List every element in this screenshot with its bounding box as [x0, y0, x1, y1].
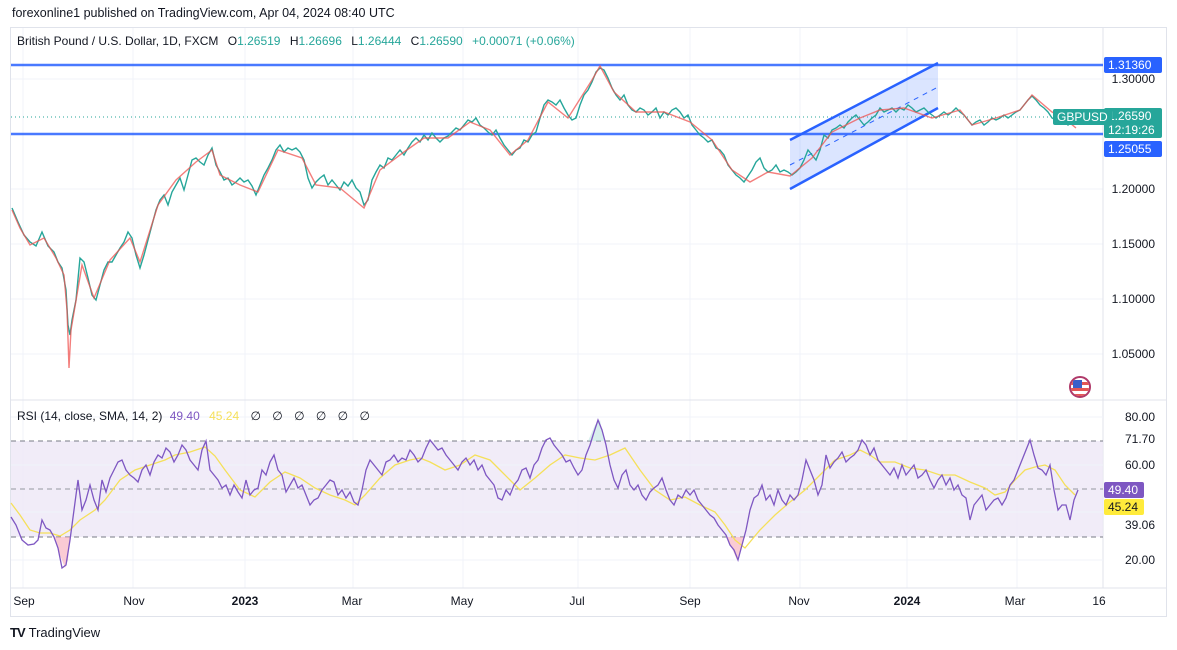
rsi-value-tag: 49.40 [1104, 482, 1144, 498]
high-value: 1.26696 [298, 34, 342, 48]
change-value: +0.00071 (+0.06%) [472, 34, 575, 48]
rsi-tick: 71.70 [1124, 432, 1155, 446]
null-glyph: ∅ [315, 409, 327, 423]
rsi-sma-value-tag: 45.24 [1104, 499, 1144, 515]
symbol-legend: British Pound / U.S. Dollar, 1D, FXCM O1… [17, 34, 575, 48]
low-value: 1.26444 [357, 34, 402, 48]
price-tick: 1.20000 [1111, 182, 1155, 196]
time-tick: Mar [1004, 594, 1026, 608]
time-tick: Sep [679, 594, 701, 608]
chart-frame [10, 27, 1167, 617]
last-price-tag: 1.26590 12:19:26 [1104, 108, 1162, 138]
rsi-legend-value: 49.40 [169, 409, 200, 423]
rsi-sma-legend-value: 45.24 [209, 409, 240, 423]
rsi-legend: RSI (14, close, SMA, 14, 2) 49.40 45.24 … [17, 409, 370, 423]
time-tick: May [450, 594, 474, 608]
time-tick: Nov [788, 594, 810, 608]
symbol-title[interactable]: British Pound / U.S. Dollar, 1D, FXCM [17, 34, 219, 48]
null-glyph: ∅ [337, 409, 349, 423]
channel-upper-line [789, 61, 939, 142]
rsi-tick: 80.00 [1124, 410, 1155, 424]
null-glyph: ∅ [294, 409, 305, 423]
time-tick: 2023 [231, 594, 259, 608]
open-label: O [227, 34, 238, 48]
rsi-oversold-fill-2 [726, 537, 744, 560]
close-value: 1.26590 [419, 34, 463, 48]
high-label: H [289, 34, 299, 48]
low-label: L [351, 34, 358, 48]
rsi-tick: 60.00 [1124, 458, 1155, 472]
rsi-tick: 20.00 [1124, 553, 1155, 567]
tradingview-logo-icon: TV [10, 625, 26, 640]
time-tick: 2024 [893, 594, 921, 608]
rsi-tick: 39.06 [1124, 518, 1155, 532]
time-tick: Sep [13, 594, 35, 608]
support-price-tag: 1.25055 [1104, 141, 1162, 157]
time-tick: Mar [341, 594, 363, 608]
price-tick: 1.10000 [1111, 292, 1155, 306]
bar-countdown: 12:19:26 [1108, 123, 1155, 137]
null-glyph: ∅ [359, 409, 370, 423]
time-tick: Jul [569, 594, 585, 608]
symbol-tag: GBPUSD [1053, 109, 1112, 125]
channel-lower-line [789, 106, 939, 191]
null-glyph: ∅ [250, 409, 261, 423]
tradingview-logo[interactable]: TV TradingView [10, 625, 100, 640]
price-tick: 1.15000 [1111, 237, 1155, 251]
close-label: C [410, 34, 420, 48]
channel-mid-line [789, 86, 939, 166]
us-flag-icon[interactable] [1069, 376, 1091, 398]
tradingview-logo-text: TradingView [28, 625, 101, 640]
null-glyph: ∅ [272, 409, 283, 423]
price-tick: 1.30000 [1111, 72, 1155, 86]
rsi-line [10, 418, 1079, 570]
open-value: 1.26519 [237, 34, 281, 48]
publisher-line: forexonline1 published on TradingView.co… [12, 6, 395, 20]
rsi-legend-label[interactable]: RSI (14, close, SMA, 14, 2) [17, 409, 163, 423]
last-price-value: 1.26590 [1108, 109, 1152, 123]
price-tick: 1.05000 [1111, 347, 1155, 361]
time-tick: 16 [1092, 594, 1106, 608]
time-tick: Nov [123, 594, 145, 608]
candlestick-series [11, 64, 1077, 369]
resistance-price-tag: 1.31360 [1104, 57, 1162, 73]
